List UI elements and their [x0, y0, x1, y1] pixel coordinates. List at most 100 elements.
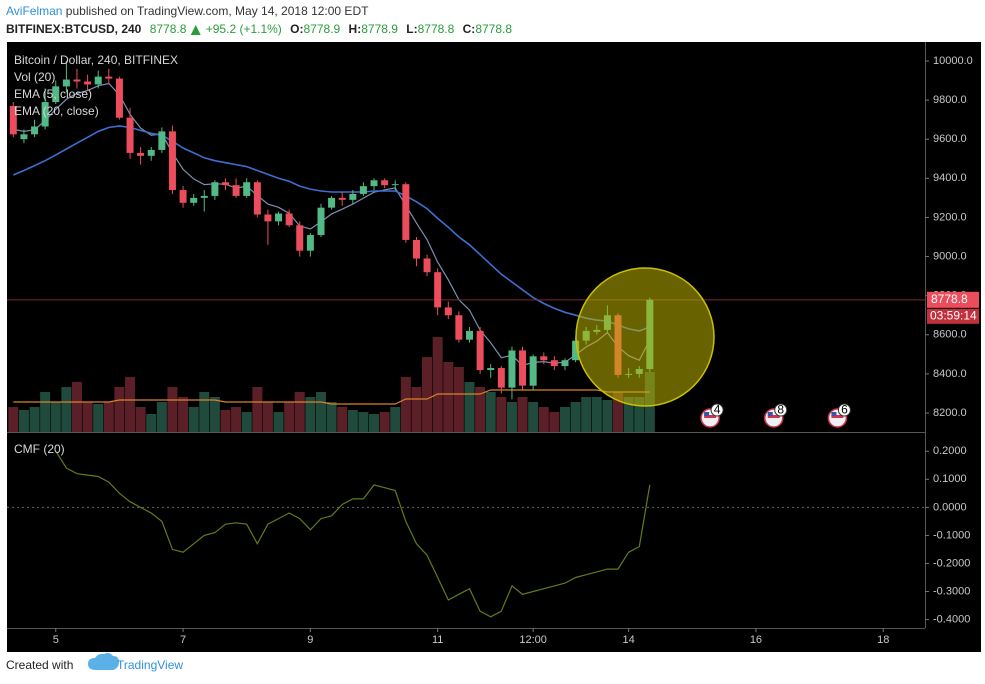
candle-body	[529, 356, 537, 386]
candle-body	[285, 213, 293, 226]
candle-body	[222, 182, 230, 186]
y-tick-label: 10000.0	[933, 55, 973, 67]
up-arrow	[190, 25, 201, 35]
volume-bar	[390, 407, 401, 432]
volume-bar	[517, 397, 528, 432]
volume-bar	[422, 357, 433, 432]
candle-body	[466, 330, 474, 340]
volume-bar	[284, 402, 295, 432]
candle-body	[264, 214, 272, 222]
publish-line: AviFelman published on TradingView.com, …	[6, 4, 369, 18]
candle-body	[147, 149, 155, 156]
volume-bar	[613, 392, 624, 432]
candle-body	[73, 79, 81, 82]
candle-body	[561, 360, 569, 367]
cmf-tick-label: -0.1000	[933, 529, 970, 541]
x-tick-label: 16	[750, 634, 762, 646]
volume-bar	[634, 397, 645, 432]
candle-body	[317, 207, 325, 236]
event-flag-canton	[831, 412, 837, 416]
volume-bar	[528, 402, 539, 432]
candle-body	[306, 235, 314, 251]
y-tick-label: 9600.0	[933, 133, 967, 145]
volume-bar	[18, 410, 29, 432]
volume-bar	[570, 402, 581, 432]
symbol: BITFINEX:BTCUSD, 240	[6, 22, 142, 36]
candle-body	[423, 258, 431, 273]
candle-body	[9, 105, 17, 135]
volume-bar	[61, 387, 72, 432]
volume-bar	[315, 392, 326, 432]
x-tick-label: 9	[307, 634, 313, 646]
highlight-circle	[575, 267, 715, 407]
volume-bar	[443, 362, 454, 432]
volume-bar	[209, 397, 220, 432]
cmf-title: CMF (20)	[14, 442, 65, 456]
volume-bar	[103, 402, 114, 432]
candle-body	[572, 340, 580, 361]
candle-body	[158, 131, 166, 150]
x-tick-label: 12:00	[519, 634, 547, 646]
cmf-tick-label: 0.0000	[933, 501, 967, 513]
c-label: C:	[463, 22, 476, 36]
event-flag-stripe	[704, 415, 717, 418]
volume-bar	[538, 407, 549, 432]
candle-body	[62, 79, 70, 87]
volume-bar	[241, 412, 252, 432]
volume-bar	[146, 414, 157, 432]
symbol-line: BITFINEX:BTCUSD, 240 8778.8 +95.2 (+1.1%…	[6, 22, 512, 36]
volume-bar	[411, 387, 422, 432]
event-flag-canton	[767, 412, 773, 416]
volume-bar	[326, 402, 337, 432]
countdown-tag	[927, 308, 979, 324]
legend-entry: EMA (20, close)	[14, 104, 99, 118]
volume-bar	[220, 410, 231, 432]
o-label: O:	[290, 22, 303, 36]
h-label: H:	[349, 22, 362, 36]
h-value: 8778.9	[361, 22, 398, 36]
event-badge	[710, 403, 724, 417]
candle-body	[497, 368, 505, 388]
candle-body	[115, 78, 123, 118]
volume-bar	[305, 397, 316, 432]
candle-body	[168, 131, 176, 191]
l-value: 8778.8	[418, 22, 455, 36]
author[interactable]: AviFelman	[6, 4, 62, 18]
y-tick-label: 8600.0	[933, 329, 967, 341]
last: 8778.8	[150, 22, 187, 36]
volume-bar	[485, 392, 496, 432]
candle-body	[412, 239, 420, 259]
volume-bar	[29, 407, 40, 432]
volume-bar	[379, 412, 390, 432]
volume-bar	[358, 412, 369, 432]
candle-body	[391, 184, 399, 186]
volume-bar	[369, 414, 380, 432]
candle-body	[328, 197, 336, 208]
x-tick-label: 11	[432, 634, 443, 646]
volume-bar	[82, 402, 93, 432]
volume-bar	[602, 400, 613, 432]
x-tick-label: 7	[180, 634, 186, 646]
event-flag-canton	[704, 412, 710, 416]
indicator-line	[13, 389, 650, 405]
event-count: 6	[841, 403, 848, 417]
indicator-line	[12, 125, 651, 332]
brand[interactable]: TradingView	[117, 658, 183, 672]
y-tick-label: 9000.0	[933, 250, 967, 262]
volume-bar	[231, 407, 242, 432]
candle-body	[519, 350, 527, 386]
legend-entry: Vol (20)	[14, 70, 55, 84]
candle-body	[508, 350, 516, 388]
volume-bar	[496, 397, 507, 432]
candle-body	[550, 360, 558, 367]
volume-bar	[549, 412, 560, 432]
event-count: 4	[714, 403, 721, 417]
volume-bar	[125, 377, 136, 432]
candle-body	[179, 190, 187, 203]
volume-bar	[40, 392, 51, 432]
event-badge	[774, 403, 788, 417]
volume-bar	[50, 402, 61, 432]
candle-body	[275, 213, 283, 222]
